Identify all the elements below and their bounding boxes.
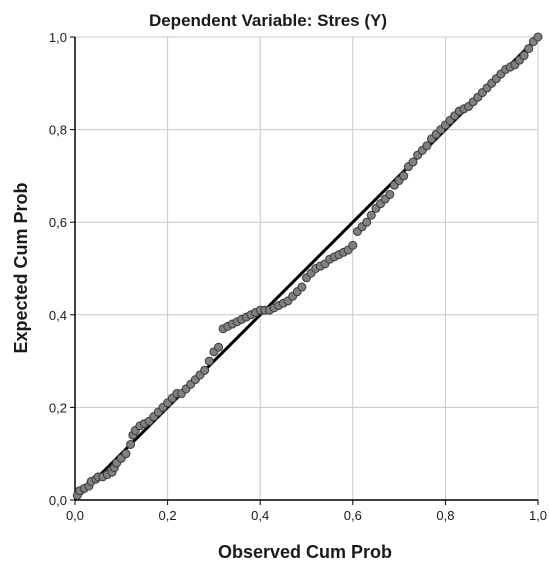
data-point: [408, 157, 418, 167]
data-point: [121, 449, 131, 459]
y-axis-title: Expected Cum Prob: [11, 182, 31, 353]
grid-lines: [74, 36, 539, 501]
data-point: [533, 32, 543, 42]
data-point: [204, 356, 214, 366]
data-point: [385, 189, 395, 199]
data-point: [524, 44, 534, 54]
data-point: [519, 51, 529, 61]
chart-title: Dependent Variable: Stres (Y): [149, 11, 387, 30]
data-point: [399, 171, 409, 181]
axes: [74, 37, 538, 501]
y-tick-label: 0,0: [49, 493, 67, 508]
x-tick-label: 0,4: [251, 508, 269, 523]
data-point: [214, 342, 224, 352]
data-point: [422, 141, 432, 151]
data-points: [72, 32, 543, 500]
data-point: [126, 439, 136, 449]
x-tick-label: 0,2: [159, 508, 177, 523]
y-tick-label: 1,0: [49, 30, 67, 45]
data-point: [366, 210, 376, 220]
y-tick-label: 0,6: [49, 215, 67, 230]
x-tick-label: 1,0: [529, 508, 547, 523]
x-axis-title: Observed Cum Prob: [218, 542, 392, 562]
x-tick-label: 0,0: [66, 508, 84, 523]
y-tick-label: 0,8: [49, 123, 67, 138]
data-point: [200, 365, 210, 375]
tick-labels: 0,0 0,2 0,4 0,6 0,8 1,0 0,0 0,2 0,4 0,6 0,8 1,0: [49, 30, 547, 523]
x-tick-label: 0,8: [436, 508, 454, 523]
data-point: [297, 282, 307, 292]
x-tick-label: 0,6: [344, 508, 362, 523]
data-point: [348, 240, 358, 250]
y-tick-label: 0,2: [49, 400, 67, 415]
data-point: [362, 217, 372, 227]
y-tick-label: 0,4: [49, 308, 67, 323]
